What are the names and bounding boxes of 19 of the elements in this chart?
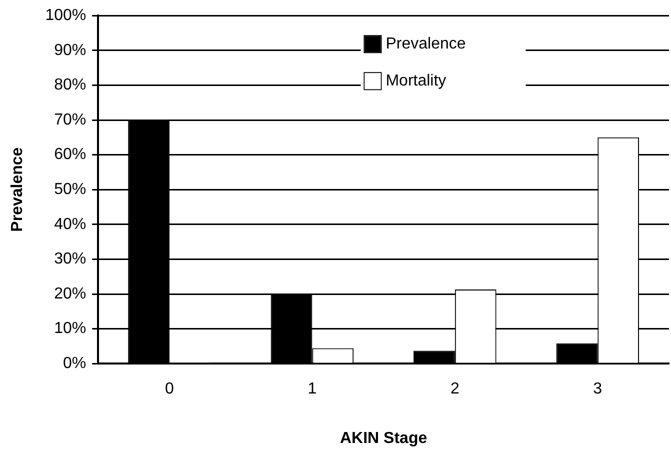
y-tick-label: 20% (54, 285, 86, 302)
legend-label: Mortality (386, 72, 446, 90)
x-tick-label: 1 (308, 380, 317, 398)
y-tick-label: 0% (62, 355, 86, 372)
y-tick-label: 90% (54, 42, 86, 59)
x-tick-label: 3 (593, 380, 602, 398)
y-tick-label: 80% (54, 76, 86, 94)
legend-label: Prevalence (386, 36, 466, 53)
y-tick-label: 70% (54, 111, 86, 128)
y-tick-label: 50% (54, 181, 86, 198)
y-tick-label: 10% (54, 320, 86, 338)
y-tick-label: 60% (54, 146, 86, 164)
x-tick-label: 2 (450, 380, 460, 398)
y-tick-label: 30% (54, 250, 86, 268)
y-tick-label: 40% (54, 216, 86, 233)
x-tick-label: 0 (165, 380, 174, 398)
y-axis-title: Prevalence (9, 147, 26, 232)
y-tick-label: 100% (45, 7, 86, 24)
x-axis-title: AKIN Stage (340, 430, 428, 447)
